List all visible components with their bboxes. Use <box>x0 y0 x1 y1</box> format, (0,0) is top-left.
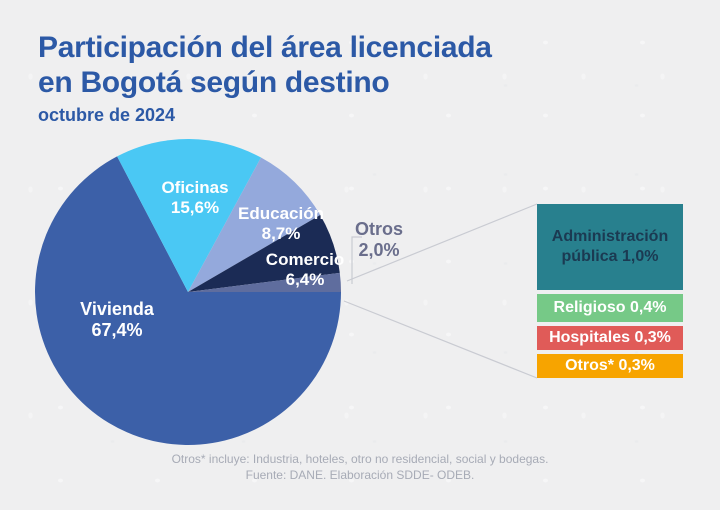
callout-line-bottom <box>343 300 538 379</box>
pie-label-otros-name: Otros <box>354 219 404 239</box>
pie-label-vivienda-name: Vivienda <box>80 299 154 319</box>
pie-label-oficinas-name: Oficinas <box>161 178 229 197</box>
pie-label-educacion-name: Educación <box>238 204 324 223</box>
pie-label-otros-value: 2,0% <box>358 240 400 260</box>
breakdown-label-administracion-publica: Administración pública 1,0% <box>551 228 669 265</box>
page-title-line2: en Bogotá según destino <box>38 66 390 99</box>
pie-slice-otros <box>188 272 341 292</box>
callout-lines <box>343 203 538 379</box>
pie-label-vivienda-value: 67,4% <box>91 320 143 340</box>
pie-slice-vivienda <box>34 156 341 445</box>
header: Participación del área licenciada en Bog… <box>38 30 492 126</box>
footer-source: Fuente: DANE. Elaboración SDDE- ODEB. <box>245 468 475 482</box>
pie-slice-oficinas <box>117 138 262 292</box>
callout-line-top <box>346 203 538 282</box>
breakdown-block-administracion-publica: Administración pública 1,0% <box>537 204 683 290</box>
pie-label-oficinas: Oficinas 15,6% <box>161 178 228 218</box>
pie-label-educacion-value: 8,7% <box>261 224 301 243</box>
breakdown-label-otros: Otros* 0,3% <box>565 357 655 374</box>
pie-label-otros: Otros 2,0% <box>355 219 403 261</box>
breakdown-block-otros: Otros* 0,3% <box>537 354 683 378</box>
page-title-line1: Participación del área licenciada <box>38 31 492 64</box>
breakdown-block-hospitales: Hospitales 0,3% <box>537 326 683 350</box>
pie-label-comercio-value: 6,4% <box>285 270 325 289</box>
pie-label-educacion: Educación 8,7% <box>238 204 324 244</box>
footer: Otros* incluye: Industria, hoteles, otro… <box>0 451 720 483</box>
pie-slice-comercio <box>188 215 340 292</box>
breakdown-label-religioso: Religioso 0,4% <box>553 299 667 316</box>
subtitle-date: octubre de 2024 <box>38 105 176 125</box>
otros-label-bracket <box>351 236 362 284</box>
pie-slice-educacion <box>188 157 321 292</box>
breakdown-label-hospitales: Hospitales 0,3% <box>549 329 671 346</box>
pie-label-comercio: Comercio 6,4% <box>266 250 344 290</box>
pie-label-vivienda: Vivienda 67,4% <box>80 299 154 341</box>
breakdown-block-religioso: Religioso 0,4% <box>537 294 683 322</box>
pie-slices <box>34 138 341 445</box>
pie-label-comercio-name: Comercio <box>265 250 345 269</box>
pie-label-oficinas-value: 15,6% <box>170 198 220 217</box>
footer-note: Otros* incluye: Industria, hoteles, otro… <box>171 452 549 466</box>
